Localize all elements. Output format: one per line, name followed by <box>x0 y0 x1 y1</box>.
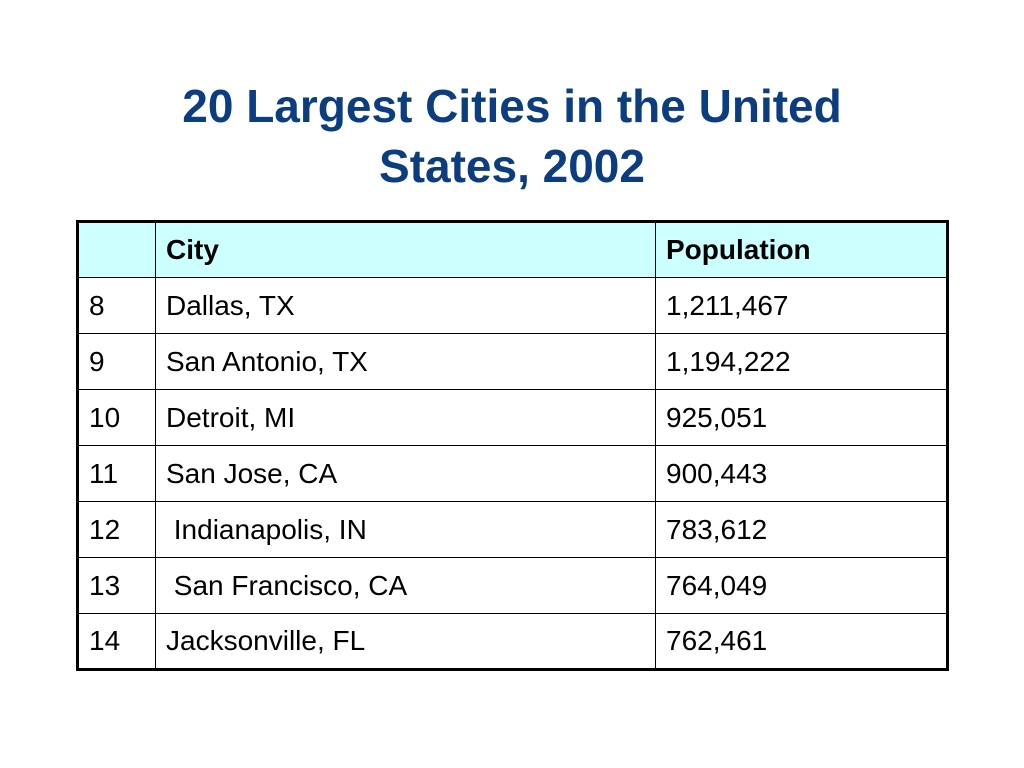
population-cell: 925,051 <box>655 389 948 446</box>
population-cell: 900,443 <box>655 445 948 502</box>
table-row: 14 Jacksonville, FL 762,461 <box>77 613 948 670</box>
city-cell: Indianapolis, IN <box>155 501 656 558</box>
city-cell: Dallas, TX <box>155 277 656 334</box>
population-cell: 762,461 <box>655 613 948 670</box>
table-row: 9 San Antonio, TX 1,194,222 <box>77 333 948 390</box>
header-population: Population <box>655 221 948 278</box>
rank-cell: 8 <box>77 277 156 334</box>
rank-cell: 11 <box>77 445 156 502</box>
population-cell: 783,612 <box>655 501 948 558</box>
header-city: City <box>155 221 656 278</box>
city-cell: San Francisco, CA <box>155 557 656 614</box>
rank-cell: 14 <box>77 613 156 670</box>
rank-cell: 13 <box>77 557 156 614</box>
header-rank <box>77 221 156 278</box>
rank-cell: 9 <box>77 333 156 390</box>
rank-cell: 12 <box>77 501 156 558</box>
city-cell: San Antonio, TX <box>155 333 656 390</box>
cities-table: City Population 8 Dallas, TX 1,211,467 9… <box>76 220 949 671</box>
city-cell: Detroit, MI <box>155 389 656 446</box>
population-cell: 1,211,467 <box>655 277 948 334</box>
rank-cell: 10 <box>77 389 156 446</box>
slide-title-line-1: 20 Largest Cities in the United <box>182 80 842 132</box>
city-cell: Jacksonville, FL <box>155 613 656 670</box>
population-cell: 1,194,222 <box>655 333 948 390</box>
table-row: 10 Detroit, MI 925,051 <box>77 389 948 446</box>
table-row: 12 Indianapolis, IN 783,612 <box>77 501 948 558</box>
table-row: 11 San Jose, CA 900,443 <box>77 445 948 502</box>
city-cell: San Jose, CA <box>155 445 656 502</box>
table-row: 8 Dallas, TX 1,211,467 <box>77 277 948 334</box>
table-row: 13 San Francisco, CA 764,049 <box>77 557 948 614</box>
population-cell: 764,049 <box>655 557 948 614</box>
table-header-row: City Population <box>77 221 948 278</box>
slide-title-line-2: States, 2002 <box>379 140 645 192</box>
slide-title: 20 Largest Cities in the United States, … <box>0 76 1024 196</box>
